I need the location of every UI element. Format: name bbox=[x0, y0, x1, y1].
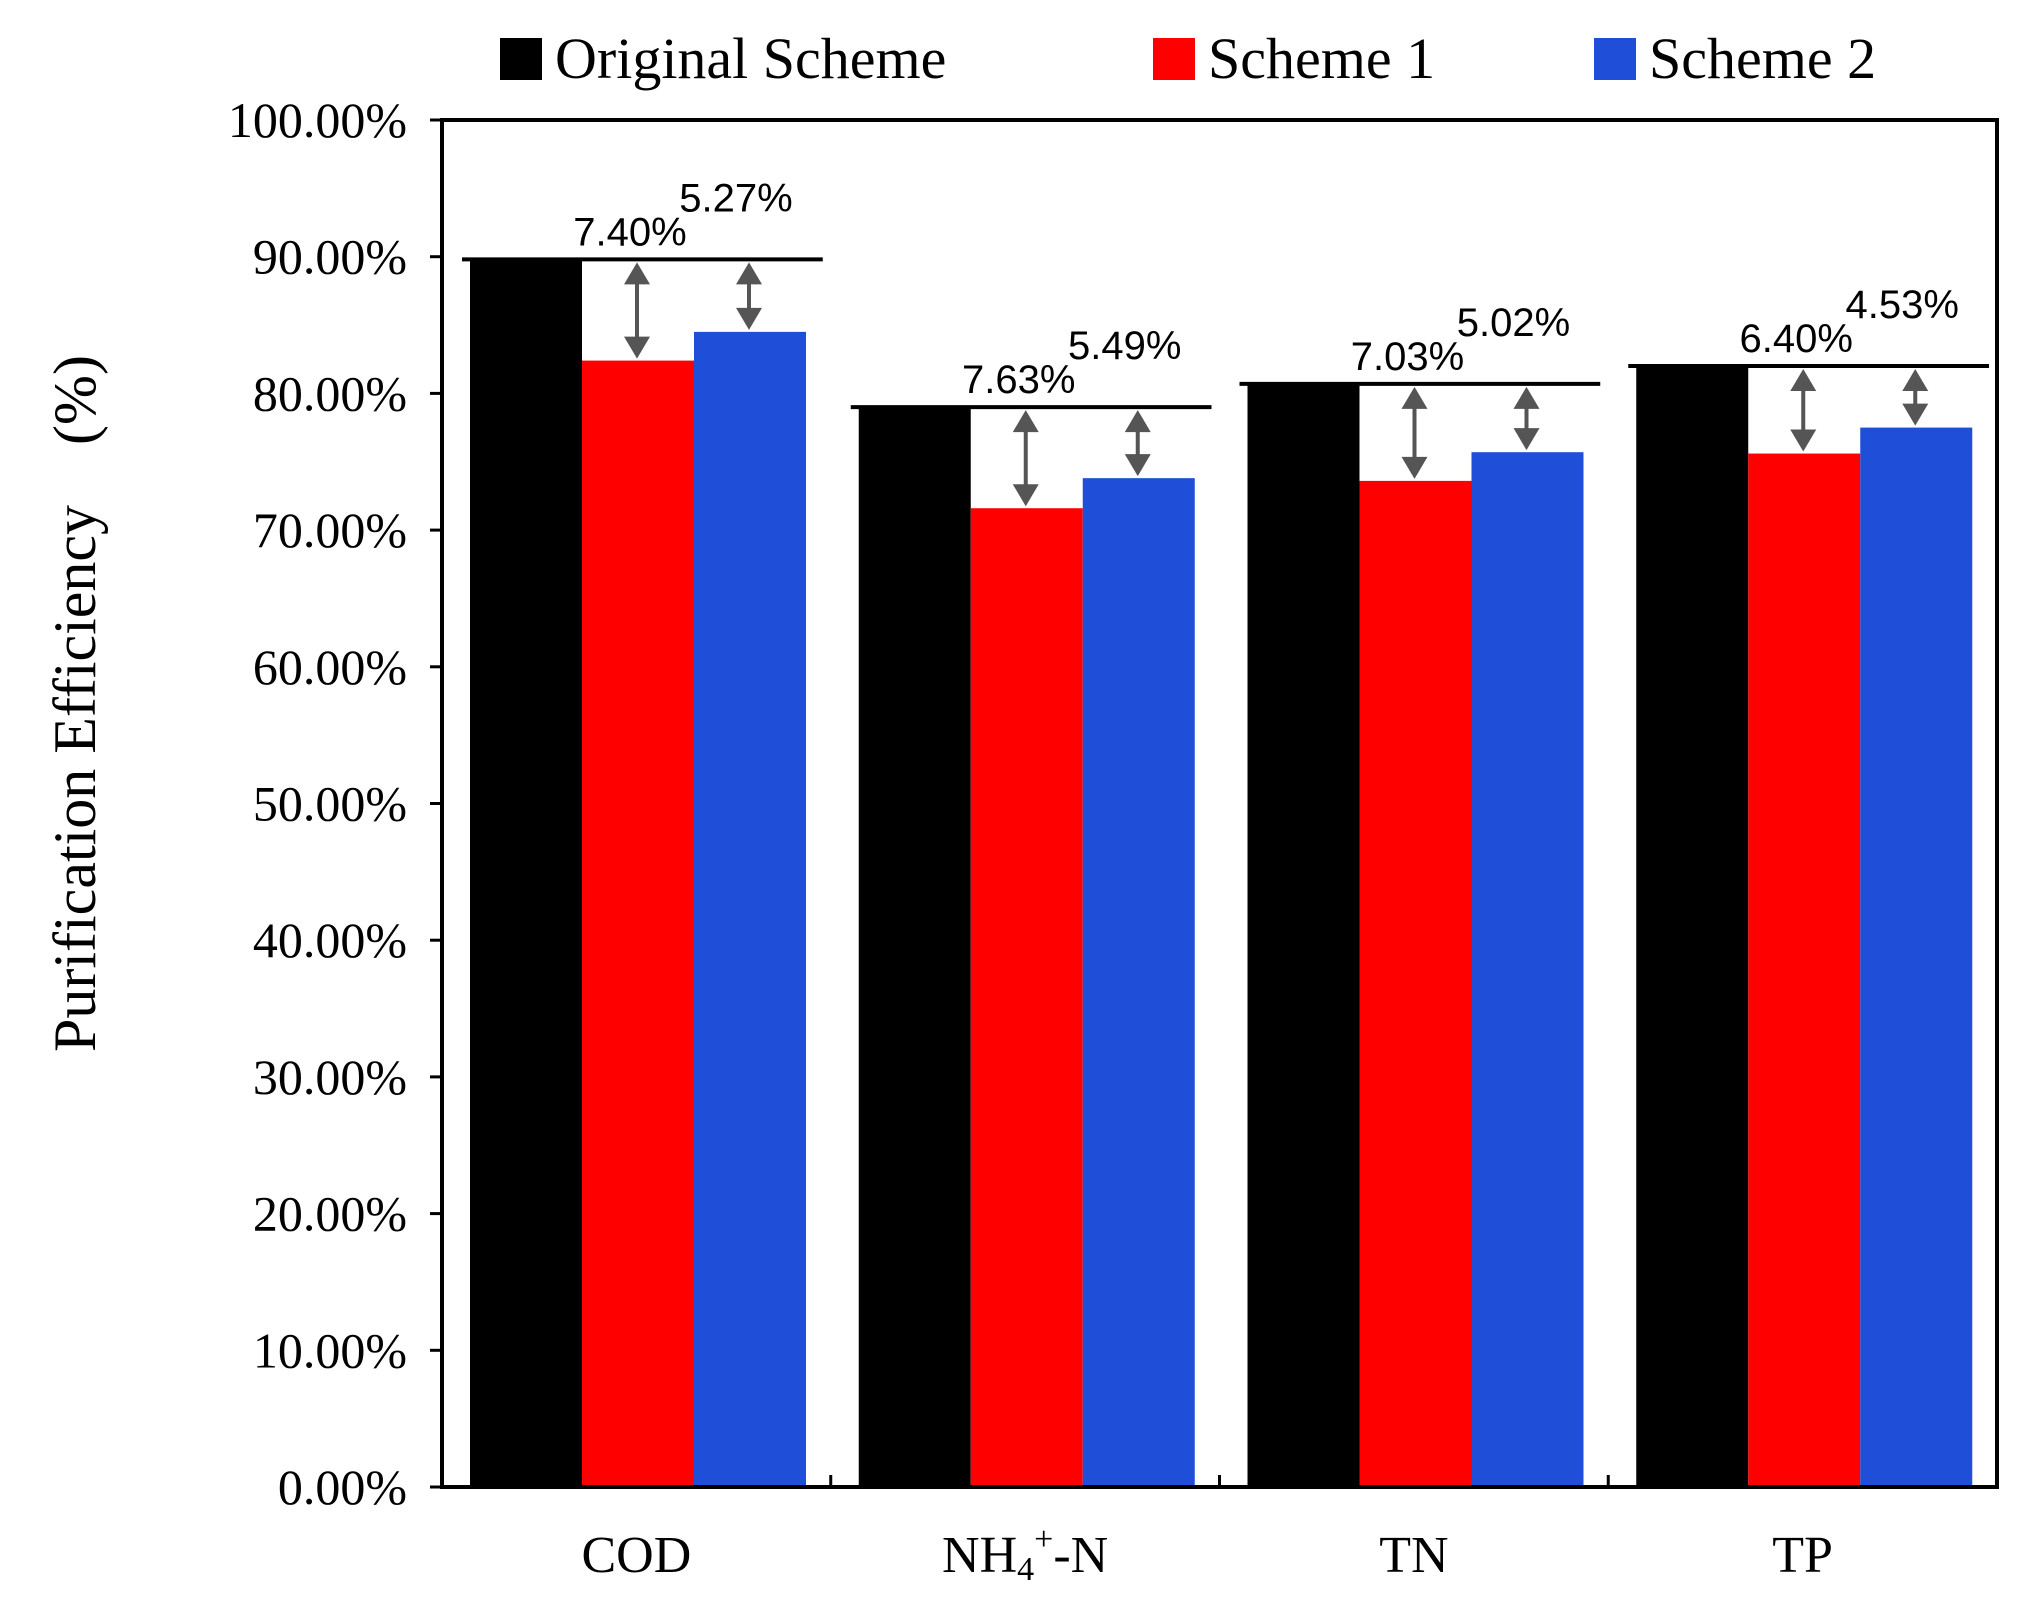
y-tick-label: 10.00% bbox=[253, 1322, 407, 1378]
y-axis-label: Purification Efficiency (%) bbox=[42, 355, 108, 1052]
y-tick-label: 0.00% bbox=[278, 1459, 407, 1515]
bar-scheme-2-3 bbox=[1471, 452, 1584, 1487]
legend-label: Scheme 2 bbox=[1649, 26, 1876, 91]
x-category-label: TP bbox=[1772, 1527, 1833, 1584]
legend-swatch bbox=[500, 38, 542, 80]
arrow-head bbox=[1401, 386, 1428, 409]
arrow-head bbox=[736, 262, 762, 285]
bar-scheme-1-4 bbox=[1748, 453, 1861, 1488]
x-category-label: TN bbox=[1379, 1527, 1448, 1584]
arrow-head bbox=[1012, 484, 1039, 507]
bar-scheme-1-1 bbox=[582, 360, 694, 1487]
bar-scheme-2-2 bbox=[1082, 478, 1195, 1487]
bar-scheme-2-4 bbox=[1860, 427, 1973, 1488]
arrow-head bbox=[1513, 386, 1540, 409]
legend-label: Scheme 1 bbox=[1208, 26, 1435, 91]
bar-scheme-1-2 bbox=[970, 508, 1083, 1487]
bars bbox=[470, 259, 1973, 1488]
diff-label-scheme2: 5.02% bbox=[1457, 301, 1570, 345]
y-tick-label: 70.00% bbox=[253, 502, 407, 558]
bar-scheme-1-3 bbox=[1359, 480, 1472, 1487]
x-category-label: NH4+-N bbox=[942, 1521, 1108, 1588]
y-tick-label: 40.00% bbox=[253, 912, 407, 968]
arrow-head bbox=[736, 307, 762, 330]
legend-label: Original Scheme bbox=[555, 26, 946, 91]
bar-original-scheme-2 bbox=[858, 407, 971, 1487]
plot-frame bbox=[440, 118, 1999, 1489]
y-tick-label: 90.00% bbox=[253, 229, 407, 285]
bar-original-scheme-4 bbox=[1636, 366, 1749, 1487]
arrow-head bbox=[1790, 429, 1817, 452]
diff-label-scheme2: 5.27% bbox=[679, 176, 792, 220]
diff-label-scheme1: 7.63% bbox=[962, 358, 1075, 402]
arrow-head bbox=[1790, 369, 1817, 392]
reference-lines bbox=[462, 257, 1989, 410]
y-tick-label: 50.00% bbox=[253, 776, 407, 832]
difference-arrows bbox=[624, 262, 1929, 507]
y-tick-label: 20.00% bbox=[253, 1186, 407, 1242]
arrow-head bbox=[1124, 454, 1151, 477]
x-axis-categories: COD NH4+-N TN TP bbox=[581, 1475, 1833, 1588]
diff-label-scheme2: 4.53% bbox=[1846, 283, 1959, 327]
diff-label-scheme1: 7.03% bbox=[1351, 335, 1464, 379]
bar-original-scheme-3 bbox=[1247, 383, 1360, 1487]
arrow-head bbox=[624, 336, 650, 359]
y-axis-ticks: 0.00% 10.00% 20.00% 30.00% 40.00% 50.00% 60.00… bbox=[228, 92, 442, 1515]
arrow-head bbox=[1902, 403, 1929, 426]
diff-label-scheme1: 7.40% bbox=[573, 210, 686, 254]
arrow-head bbox=[624, 262, 650, 285]
arrow-head bbox=[1401, 456, 1428, 479]
diff-label-scheme1: 6.40% bbox=[1740, 317, 1853, 361]
y-tick-label: 60.00% bbox=[253, 639, 407, 695]
y-tick-label: 80.00% bbox=[253, 365, 407, 421]
bar-scheme-2-1 bbox=[694, 331, 806, 1487]
y-tick-label: 100.00% bbox=[228, 92, 407, 148]
legend: Original Scheme Scheme 1 Scheme 2 bbox=[500, 26, 1876, 91]
x-category-label: COD bbox=[581, 1527, 691, 1584]
y-tick-label: 30.00% bbox=[253, 1049, 407, 1105]
diff-label-scheme2: 5.49% bbox=[1068, 324, 1181, 368]
legend-swatch bbox=[1594, 38, 1636, 80]
legend-swatch bbox=[1153, 38, 1195, 80]
arrow-head bbox=[1513, 428, 1540, 451]
arrow-head bbox=[1902, 369, 1929, 392]
arrow-head bbox=[1124, 410, 1151, 433]
difference-labels: 7.40%5.27% 7.63%5.49% 7.03%5.02% 6.40%4.53% bbox=[573, 176, 1959, 402]
bar-original-scheme-1 bbox=[470, 259, 582, 1488]
arrow-head bbox=[1012, 410, 1039, 433]
